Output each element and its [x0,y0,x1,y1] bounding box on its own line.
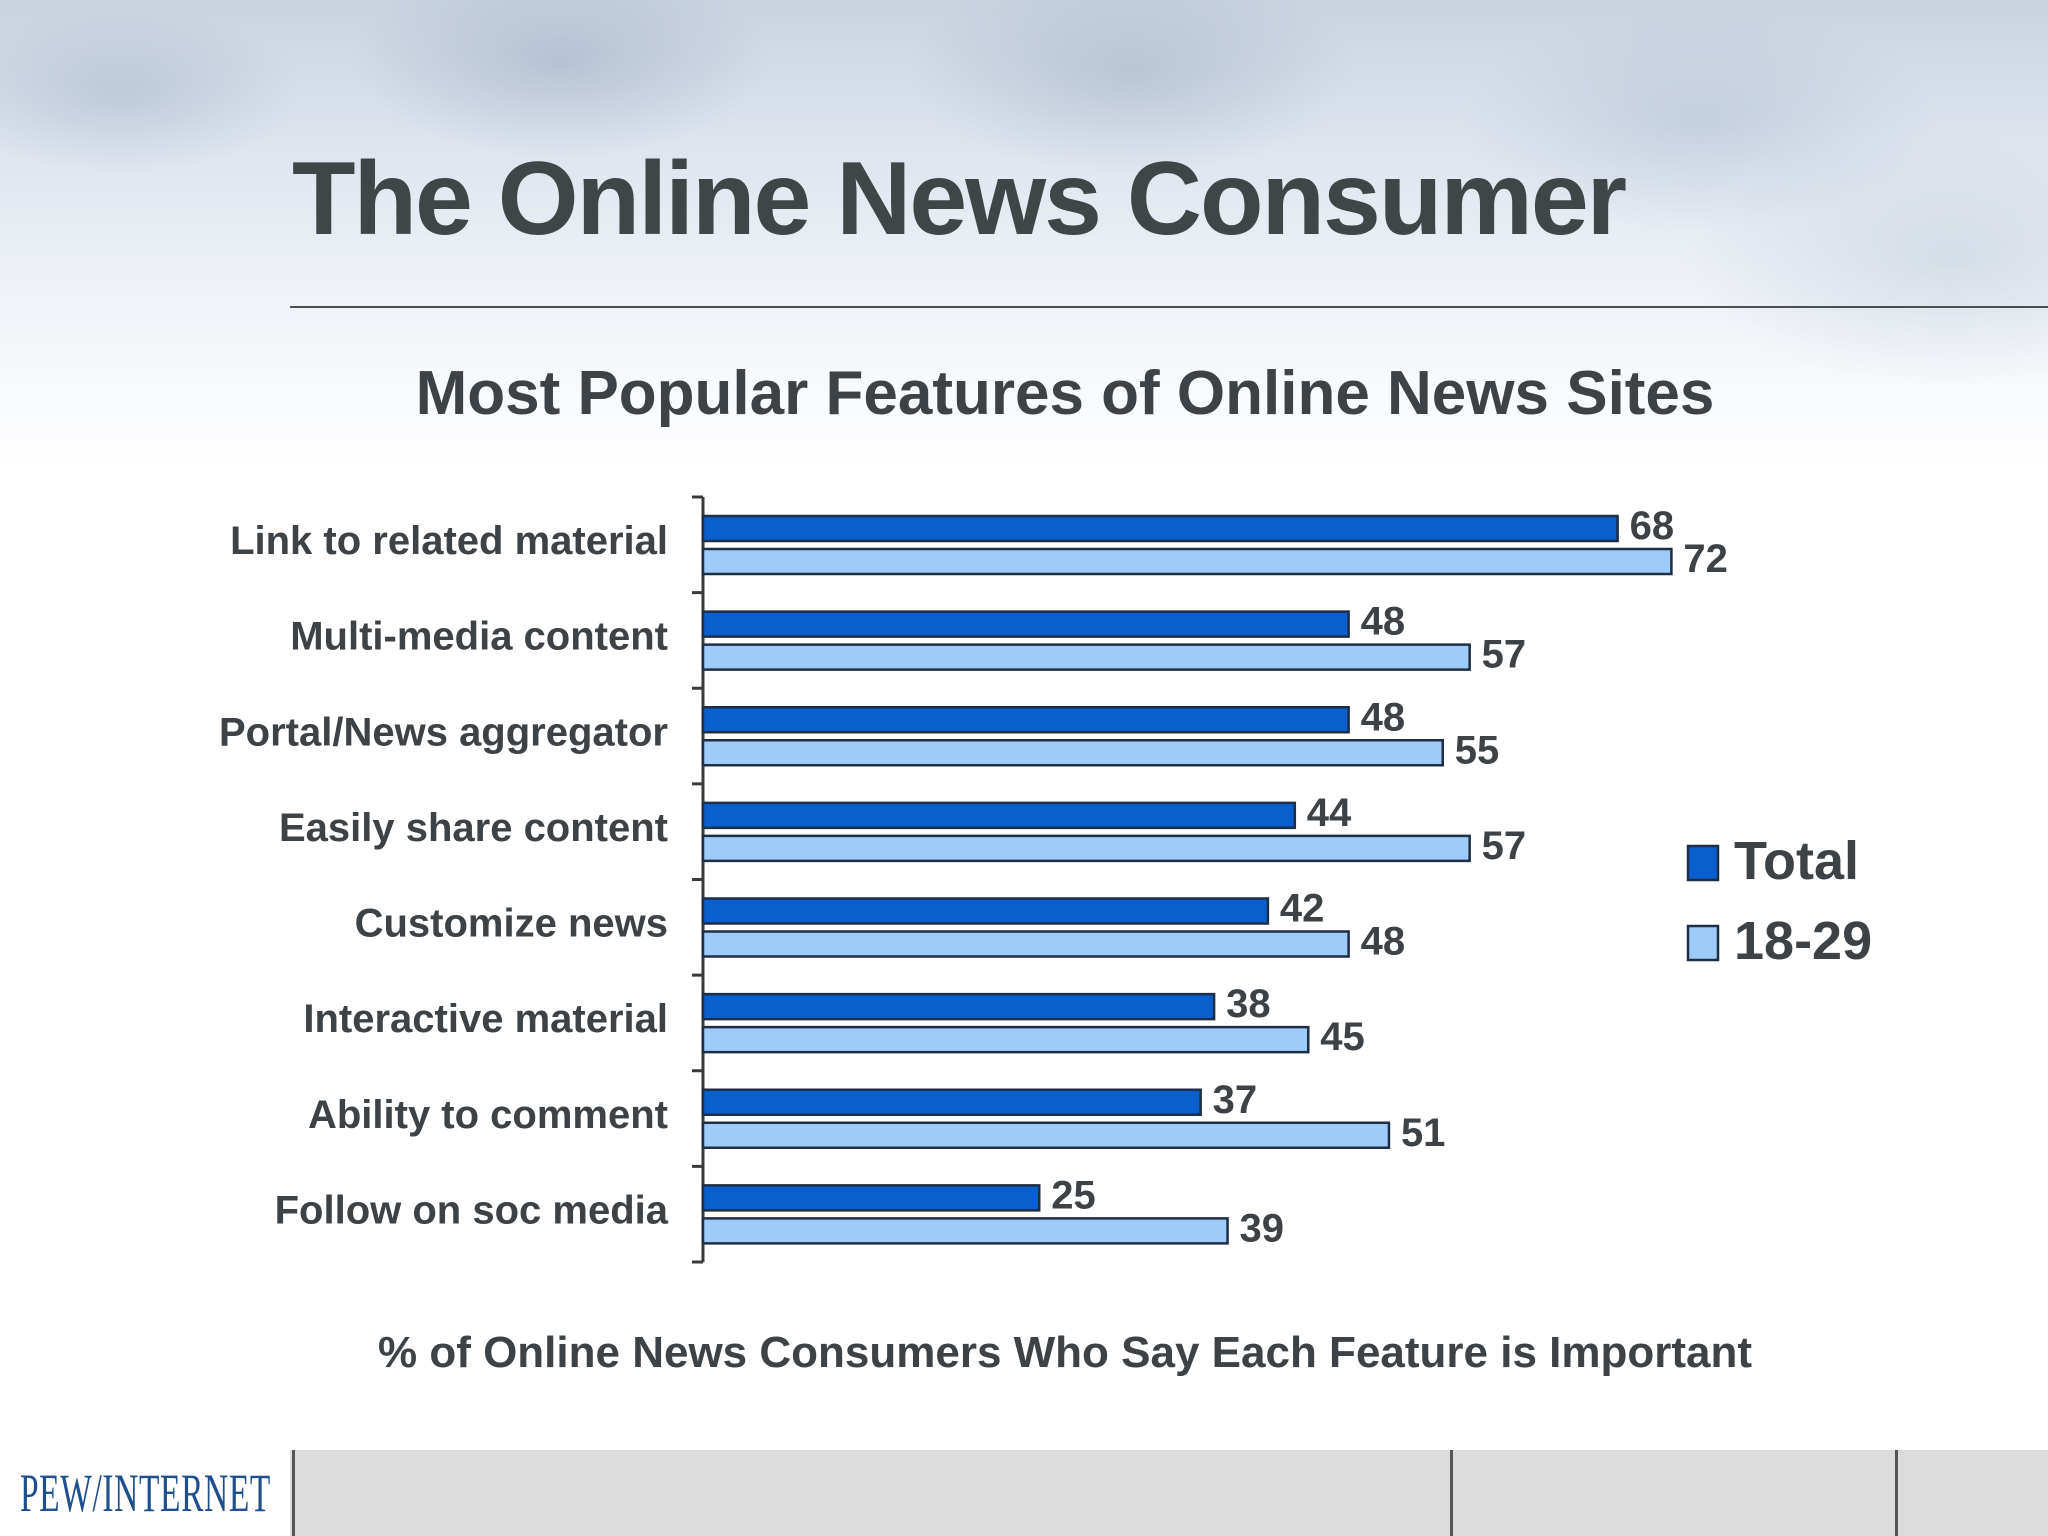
data-label: 45 [1320,1015,1365,1059]
footer-bar [0,1450,2048,1536]
bar-18-29 [701,1121,1391,1149]
category-label: Customize news [355,902,668,946]
data-label: 38 [1226,982,1271,1026]
data-label: 72 [1683,537,1728,581]
bar-18-29 [701,834,1471,863]
data-label: 44 [1307,791,1352,835]
bar-total [701,801,1297,830]
bar-total [701,1088,1202,1116]
axis-caption: % of Online News Consumers Who Say Each … [377,1328,1753,1377]
bar-total [701,706,1350,734]
category-label: Multi-media content [290,615,668,659]
legend-label: 18-29 [1734,911,1872,971]
legend-label: Total [1734,831,1859,891]
logo: PEW/INTERNET [0,1450,290,1536]
bar-total [701,610,1350,638]
data-label: 39 [1240,1206,1285,1250]
bar-total [701,992,1216,1021]
category-label: Portal/News aggregator [219,710,668,754]
footer-divider [1895,1450,1898,1536]
data-label: 48 [1361,920,1406,964]
bar-total [701,514,1619,543]
category-label: Link to related material [230,519,668,563]
data-label: 37 [1213,1078,1258,1122]
data-label: 42 [1280,887,1325,931]
data-label: 55 [1455,728,1500,772]
logo-text: PEW/INTERNET [19,1463,271,1523]
bar-total [701,897,1270,925]
bar-18-29 [701,547,1673,576]
footer-divider [1450,1450,1453,1536]
slide-title: The Online News Consumer [292,141,1627,257]
title-divider [290,306,2048,308]
bar-18-29 [701,930,1350,958]
footer-divider [292,1450,295,1536]
legend-swatch [1686,924,1720,962]
header-background [0,0,2048,470]
category-label: Easily share content [279,806,668,850]
category-label: Ability to comment [308,1093,668,1137]
bar-18-29 [701,739,1444,767]
category-label: Interactive material [303,997,668,1041]
data-label: 25 [1051,1173,1096,1217]
category-label: Follow on soc media [275,1188,669,1232]
data-label: 57 [1482,824,1527,868]
data-label: 57 [1482,633,1527,677]
bar-18-29 [701,1025,1310,1054]
bar-18-29 [701,643,1471,671]
legend-swatch [1686,844,1720,882]
bar-18-29 [701,1217,1229,1245]
data-label: 48 [1361,600,1406,644]
data-label: 68 [1630,504,1675,548]
data-label: 51 [1401,1111,1446,1155]
chart-title: Most Popular Features of Online News Sit… [415,359,1715,428]
bar-total [701,1184,1041,1212]
data-label: 48 [1361,695,1406,739]
